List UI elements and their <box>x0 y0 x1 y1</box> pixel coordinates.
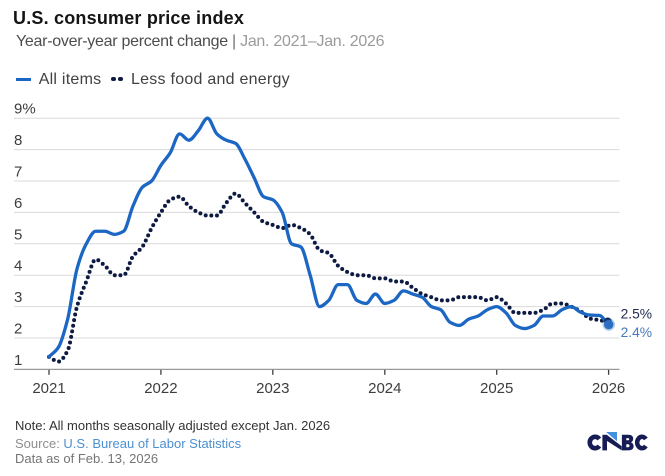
svg-text:2021: 2021 <box>32 380 65 397</box>
svg-text:2.4%: 2.4% <box>621 325 652 340</box>
svg-text:2023: 2023 <box>256 380 289 397</box>
svg-text:2026: 2026 <box>592 380 625 397</box>
svg-text:2024: 2024 <box>368 380 401 397</box>
svg-text:1: 1 <box>14 352 22 369</box>
svg-text:8: 8 <box>14 132 22 149</box>
svg-text:2022: 2022 <box>144 380 177 397</box>
svg-text:2025: 2025 <box>480 380 513 397</box>
svg-text:9%: 9% <box>14 101 36 118</box>
svg-text:7: 7 <box>14 164 22 181</box>
svg-text:5: 5 <box>14 226 22 243</box>
svg-text:4: 4 <box>14 258 22 275</box>
svg-text:6: 6 <box>14 195 22 212</box>
svg-text:3: 3 <box>14 289 22 306</box>
svg-text:2: 2 <box>14 321 22 338</box>
svg-text:2.5%: 2.5% <box>621 306 652 321</box>
